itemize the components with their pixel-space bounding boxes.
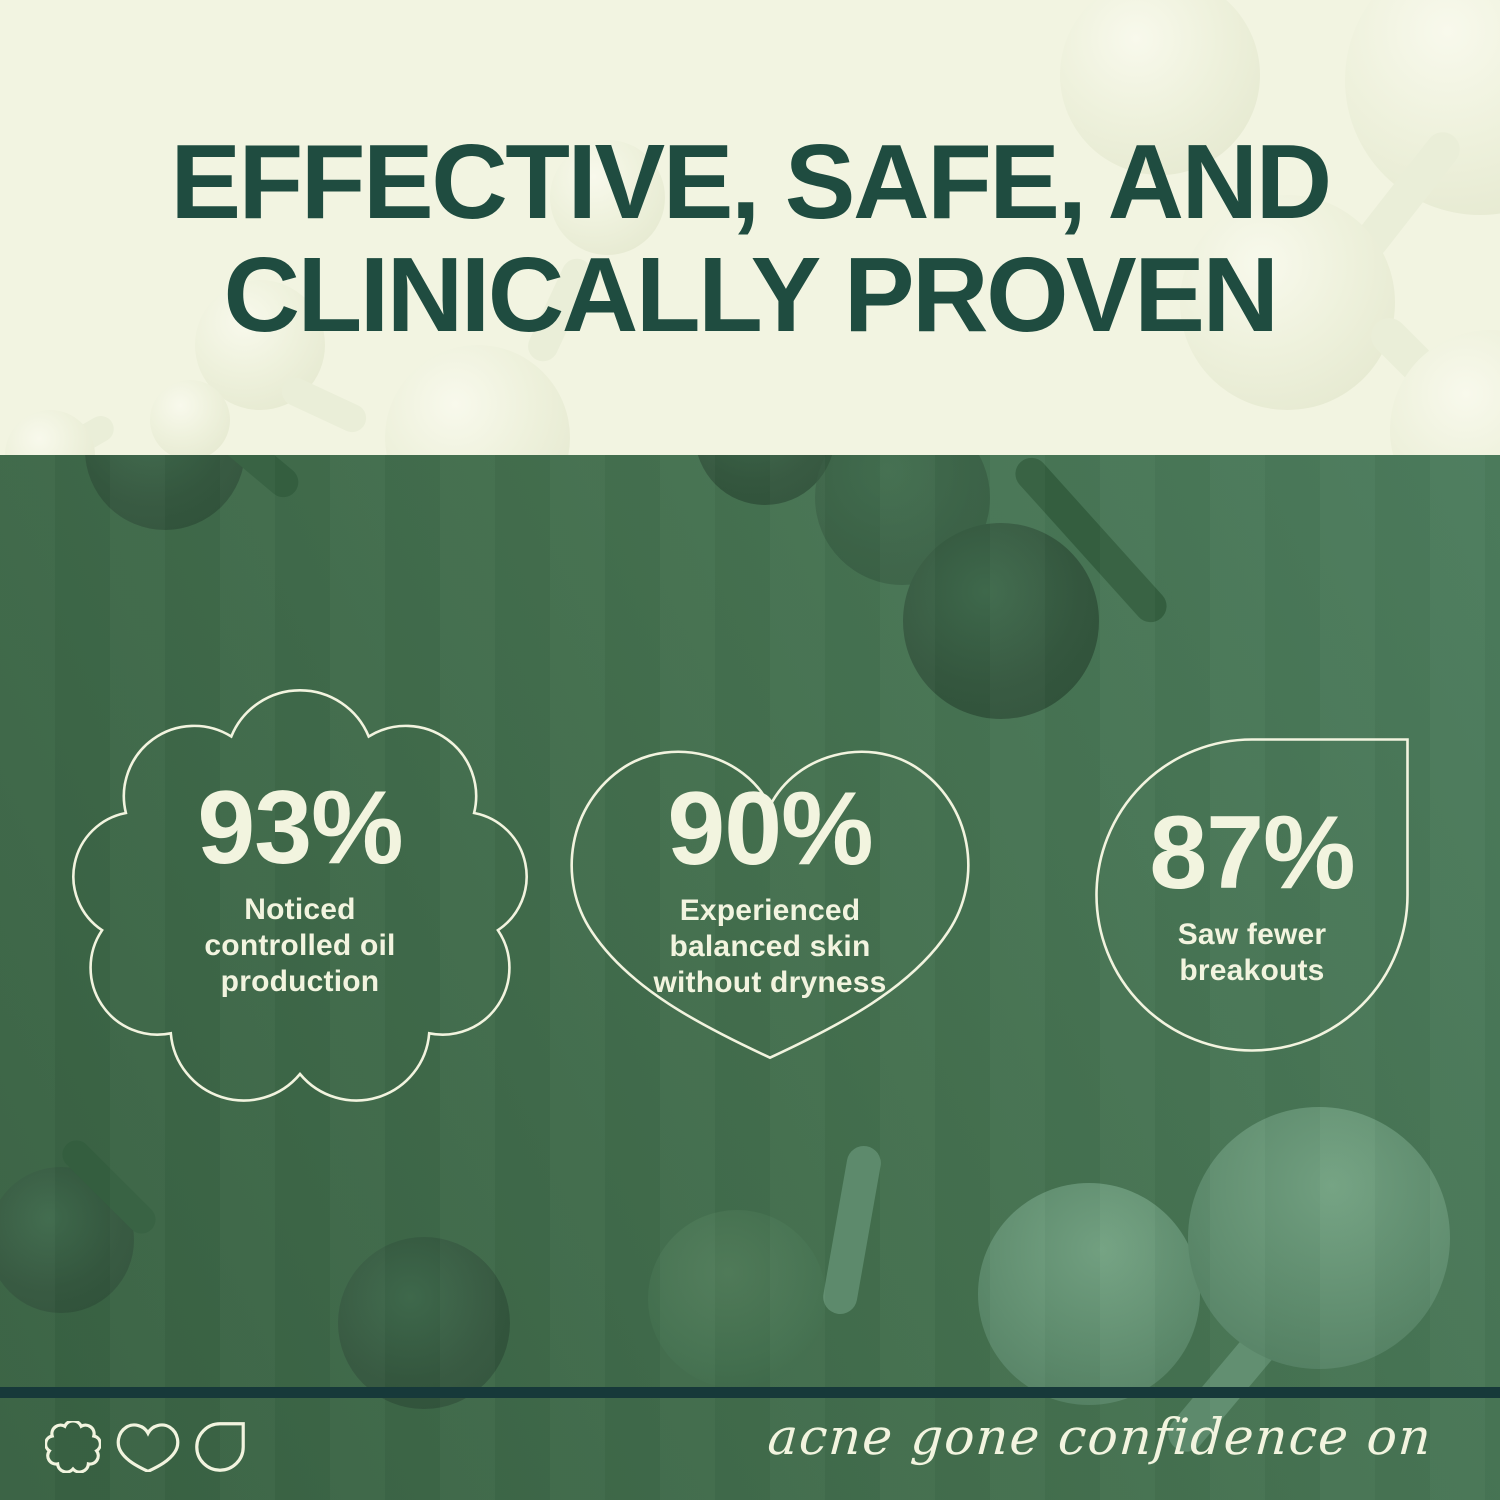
stat-value: 87% xyxy=(1149,795,1355,911)
caption-line: Noticed xyxy=(244,893,356,926)
stat-caption: Saw fewer breakouts xyxy=(1178,917,1327,989)
heart-icon xyxy=(550,732,990,1062)
molecule-sphere xyxy=(903,523,1099,719)
heart-icon xyxy=(115,1422,181,1472)
molecule-stick xyxy=(185,455,305,504)
molecule-sphere xyxy=(85,455,245,530)
drop-icon xyxy=(1095,738,1409,1052)
page-title: EFFECTIVE, SAFE, AND CLINICALLY PROVEN xyxy=(0,123,1500,355)
caption-line: breakouts xyxy=(1179,954,1325,987)
molecule-sphere xyxy=(150,380,230,455)
stat-content: 90% Experienced balanced skin without dr… xyxy=(550,724,990,1054)
stat-card-cloud: 93% Noticed controlled oil production xyxy=(95,722,505,1078)
stat-content: 87% Saw fewer breakouts xyxy=(1095,738,1409,1052)
brand-tagline: acne gone confidence on xyxy=(765,1408,1435,1466)
stat-card-heart: 90% Experienced balanced skin without dr… xyxy=(550,732,990,1062)
molecule-stick xyxy=(820,1143,884,1317)
molecule-stick xyxy=(56,1134,162,1240)
stat-content: 93% Noticed controlled oil production xyxy=(95,710,505,1066)
stat-value: 90% xyxy=(667,771,873,887)
stat-caption: Noticed controlled oil production xyxy=(204,892,395,1000)
stat-value: 93% xyxy=(197,770,403,886)
stat-card-drop: 87% Saw fewer breakouts xyxy=(1095,738,1409,1052)
drop-icon xyxy=(195,1422,245,1472)
cloud-icon xyxy=(95,722,505,1078)
caption-line: Experienced xyxy=(679,894,861,927)
molecule-stick xyxy=(1008,455,1174,629)
molecule-sphere xyxy=(695,455,835,505)
caption-line: controlled oil xyxy=(204,929,396,962)
molecule-sphere xyxy=(648,1210,826,1388)
caption-line: Saw fewer xyxy=(1177,918,1327,951)
caption-line: production xyxy=(220,965,380,998)
molecule-sphere xyxy=(1188,1107,1450,1369)
title-line-2: CLINICALLY PROVEN xyxy=(223,236,1279,355)
molecule-sphere xyxy=(978,1183,1200,1405)
divider-band xyxy=(0,1387,1500,1398)
cloud-icon xyxy=(45,1421,101,1473)
molecule-stick xyxy=(27,411,119,455)
brand-icons xyxy=(45,1421,245,1473)
molecule-sphere xyxy=(0,1167,134,1313)
molecule-sphere xyxy=(815,455,990,585)
stat-caption: Experienced balanced skin without drynes… xyxy=(653,893,886,1001)
molecule-stick xyxy=(277,373,371,437)
molecule-sphere xyxy=(338,1237,510,1409)
molecule-sphere xyxy=(385,345,570,455)
title-line-1: EFFECTIVE, SAFE, AND xyxy=(170,123,1332,241)
caption-line: balanced skin xyxy=(669,930,871,963)
molecule-sphere xyxy=(5,410,95,455)
caption-line: without dryness xyxy=(653,966,887,999)
